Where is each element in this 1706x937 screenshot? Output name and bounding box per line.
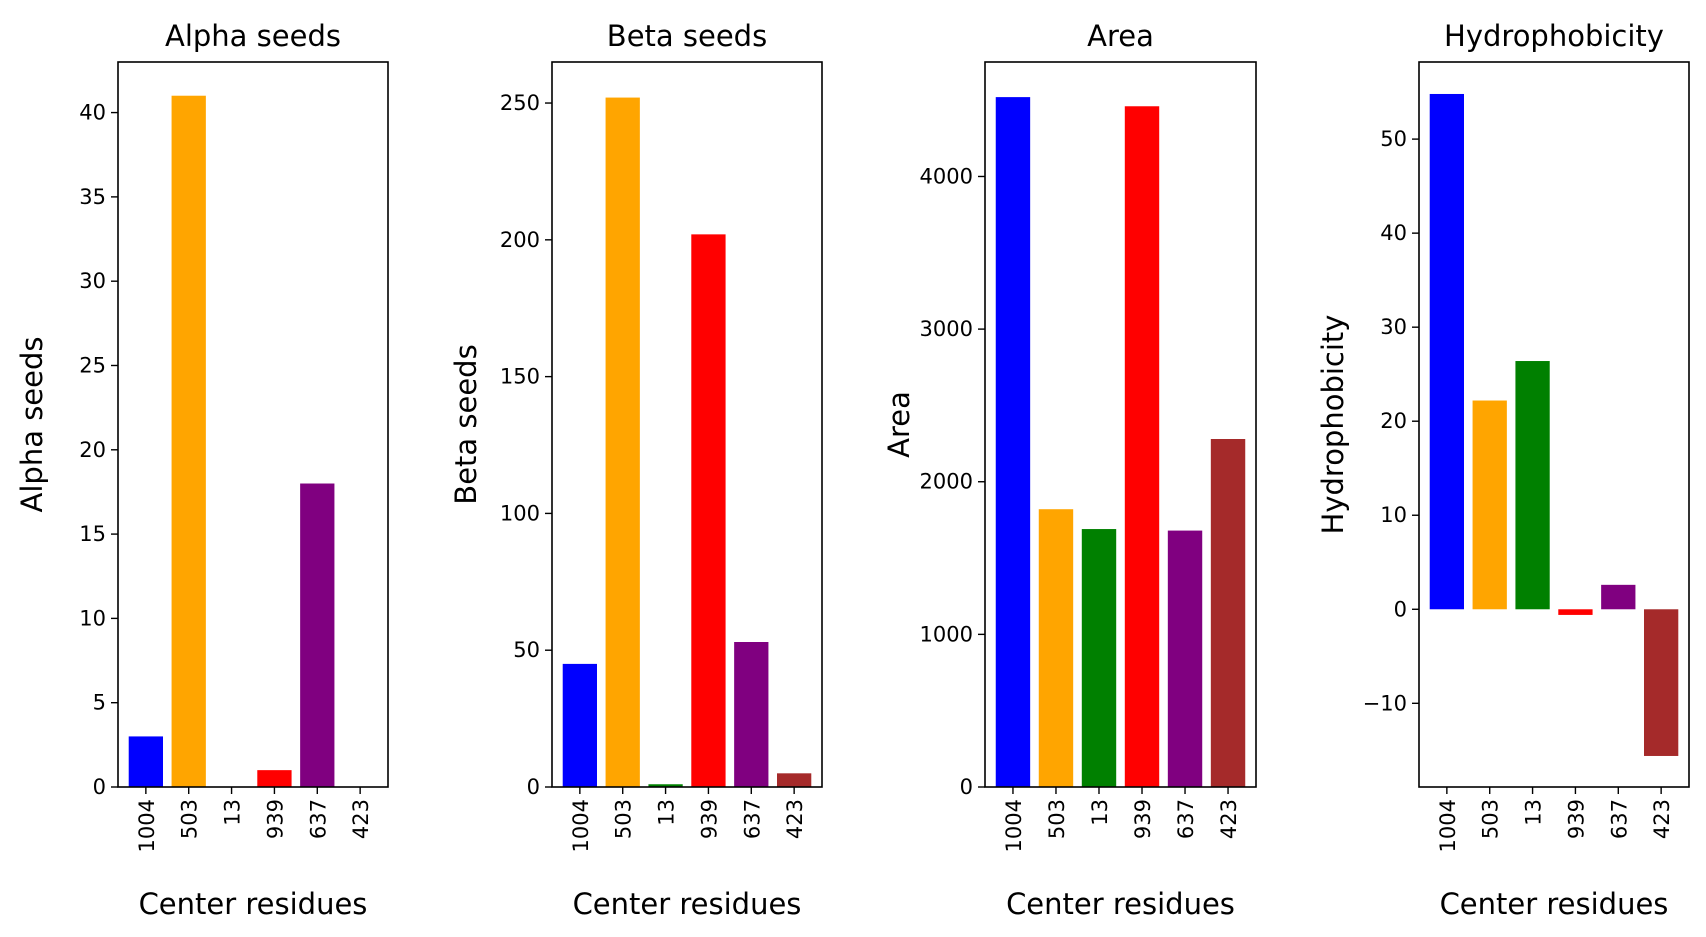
y-tick-label: −10 <box>1363 691 1407 715</box>
x-tick-label: 13 <box>1522 799 1546 826</box>
y-tick-label: 3000 <box>920 317 973 341</box>
y-tick-label: 30 <box>1380 315 1407 339</box>
x-tick-label: 939 <box>1131 799 1155 839</box>
y-tick-label: 250 <box>500 91 540 115</box>
bar-939 <box>257 770 292 787</box>
bar-1004 <box>995 97 1031 788</box>
bar-637 <box>734 642 769 787</box>
bar-503 <box>1038 509 1074 787</box>
x-axis-label: Center residues <box>1440 887 1669 921</box>
x-tick-label: 1004 <box>135 799 159 852</box>
chart-title: Hydrophobicity <box>1444 19 1664 53</box>
x-tick-label: 13 <box>655 799 679 826</box>
x-tick-label: 423 <box>1217 799 1241 839</box>
x-tick-label: 13 <box>221 799 245 826</box>
bar-13 <box>648 784 683 787</box>
x-tick-label: 1004 <box>569 799 593 852</box>
axes-frame <box>1418 61 1690 788</box>
x-tick-label: 637 <box>740 799 764 839</box>
y-tick-label: 40 <box>79 101 106 125</box>
axes-frame <box>117 61 389 788</box>
x-tick-label: 503 <box>178 799 202 839</box>
x-tick-label: 503 <box>1479 799 1503 839</box>
x-tick-label: 13 <box>1088 799 1112 826</box>
y-axis-label: Alpha seeds <box>15 337 49 513</box>
y-tick-label: 4000 <box>920 164 973 188</box>
y-tick-label: 1000 <box>920 622 973 646</box>
bar-637 <box>300 483 335 787</box>
y-tick-label: 2000 <box>920 470 973 494</box>
x-tick-label: 423 <box>1650 799 1674 839</box>
y-tick-label: 150 <box>500 365 540 389</box>
x-tick-label: 939 <box>263 799 287 839</box>
y-axis-label: Beta seeds <box>449 344 483 504</box>
subplot-2: 0 50 100 150 200 250 1004 503 13 939 637 423 Beta se… <box>449 19 823 921</box>
bar-423 <box>1210 439 1246 787</box>
y-tick-label: 0 <box>1394 597 1407 621</box>
x-tick-label: 423 <box>349 799 373 839</box>
y-tick-label: 50 <box>513 638 540 662</box>
y-tick-label: 0 <box>93 775 106 799</box>
bar-939 <box>1558 609 1593 615</box>
x-axis-label: Center residues <box>1006 887 1235 921</box>
x-tick-label: 637 <box>1607 799 1631 839</box>
x-tick-label: 423 <box>783 799 807 839</box>
chart-title: Alpha seeds <box>165 19 341 53</box>
bar-503 <box>605 97 640 787</box>
chart-title: Area <box>1087 19 1154 53</box>
y-tick-label: 15 <box>79 522 106 546</box>
bar-423 <box>1644 609 1679 756</box>
x-tick-label: 503 <box>1045 799 1069 839</box>
y-tick-label: 0 <box>960 775 973 799</box>
x-axis-label: Center residues <box>139 887 368 921</box>
bar-503 <box>171 95 206 788</box>
y-tick-label: 10 <box>79 606 106 630</box>
y-axis-label: Area <box>882 391 916 458</box>
subplot-1: 0 5 10 15 20 25 30 35 40 1004 503 13 939 637 423 Alpha … <box>15 19 389 921</box>
x-tick-label: 637 <box>1174 799 1198 839</box>
y-tick-label: 40 <box>1380 221 1407 245</box>
subplot-3: 0 1000 2000 3000 4000 1004 503 13 939 637 423 Area C… <box>882 19 1257 921</box>
chart-title: Beta seeds <box>607 19 767 53</box>
subplot-4: −10 0 10 20 30 40 50 1004 503 13 939 637 423 Hydropho… <box>1316 19 1690 921</box>
y-tick-label: 5 <box>93 691 106 715</box>
y-tick-label: 100 <box>500 501 540 525</box>
bar-503 <box>1472 400 1507 610</box>
x-tick-label: 939 <box>1564 799 1588 839</box>
y-tick-label: 25 <box>79 353 106 377</box>
y-tick-label: 35 <box>79 185 106 209</box>
bar-13 <box>1515 361 1550 610</box>
bar-1004 <box>562 663 597 787</box>
axes-frame <box>984 61 1257 788</box>
x-tick-label: 939 <box>697 799 721 839</box>
y-axis-label: Hydrophobicity <box>1316 315 1350 535</box>
axes-frame <box>551 61 823 788</box>
y-tick-label: 20 <box>1380 409 1407 433</box>
bar-939 <box>691 234 726 788</box>
bar-1004 <box>128 736 163 787</box>
bar-1004 <box>1429 93 1464 610</box>
bar-637 <box>1167 530 1203 787</box>
y-tick-label: 0 <box>527 775 540 799</box>
bar-637 <box>1601 584 1636 610</box>
y-tick-label: 50 <box>1380 127 1407 151</box>
x-axis-label: Center residues <box>573 887 802 921</box>
y-tick-label: 20 <box>79 438 106 462</box>
x-tick-label: 637 <box>306 799 330 839</box>
bar-939 <box>1124 106 1160 787</box>
x-tick-label: 1004 <box>1002 799 1026 852</box>
y-tick-label: 200 <box>500 228 540 252</box>
x-tick-label: 503 <box>612 799 636 839</box>
bar-423 <box>777 773 812 787</box>
bar-13 <box>1081 529 1117 787</box>
y-tick-label: 10 <box>1380 503 1407 527</box>
y-tick-label: 30 <box>79 269 106 293</box>
x-tick-label: 1004 <box>1436 799 1460 852</box>
